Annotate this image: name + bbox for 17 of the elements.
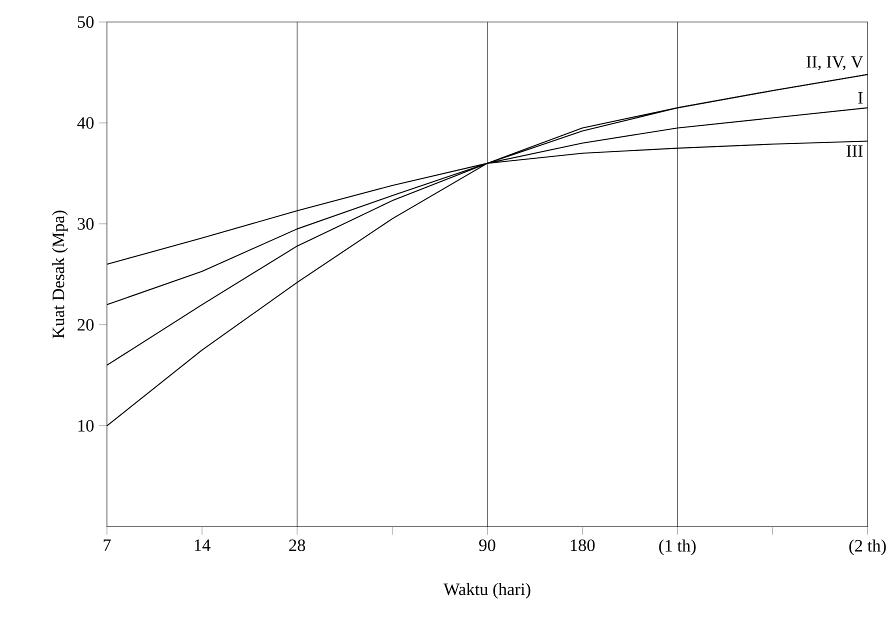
x-tick-label: (2 th) <box>849 540 886 556</box>
series-label: II, IV, V <box>806 56 864 70</box>
series-label: I <box>858 92 863 104</box>
x-tick-label: (1 th) <box>659 540 696 556</box>
x-tick-label: 180 <box>570 540 595 552</box>
x-tick-label: 28 <box>289 540 306 552</box>
y-tick-label: 20 <box>78 319 94 331</box>
x-tick-label: 14 <box>194 540 210 552</box>
y-tick-label: 30 <box>78 218 94 230</box>
series-label: III <box>846 146 863 157</box>
x-tick-label: 90 <box>479 540 496 552</box>
y-tick-label: 40 <box>77 117 94 129</box>
y-tick-label: 10 <box>78 420 94 432</box>
x-tick-label: 7 <box>104 540 111 551</box>
x-axis-title: Waktu (hari) <box>443 583 530 599</box>
y-tick-label: 50 <box>78 16 94 28</box>
y-axis-title: Kuat Desak (Mpa) <box>52 210 68 338</box>
